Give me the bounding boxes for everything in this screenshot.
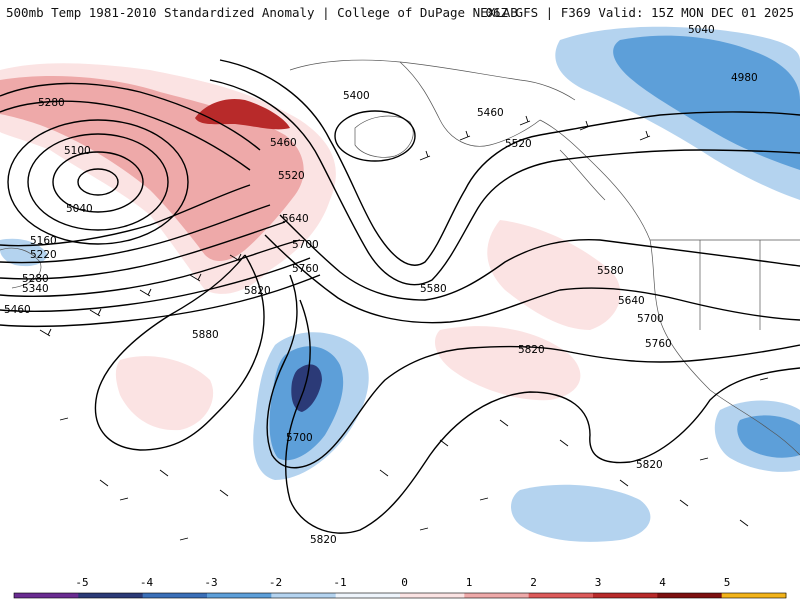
contour-label: 5460: [270, 137, 297, 149]
weather-map: 5280 5100 5040 5160 5220 5280 5340 5460 …: [0, 24, 800, 574]
contour-label: 5220: [30, 249, 57, 261]
contour-label: 5040: [66, 203, 93, 215]
wind-barbs: [39, 115, 769, 541]
coastlines: [0, 59, 800, 456]
cold-anomaly-shading: [0, 26, 800, 542]
contour-label: 5100: [64, 145, 91, 157]
legend-tick-label: 0: [401, 576, 408, 589]
legend-tick-label: -3: [204, 576, 217, 589]
contour-label: 5280: [22, 273, 49, 285]
legend-color-swatch: [207, 593, 272, 598]
contour-label: 5640: [282, 213, 309, 225]
contour-label: 5640: [618, 295, 645, 307]
contour-label: 5580: [597, 265, 624, 277]
contour-label: 5160: [30, 235, 57, 247]
contour-label: 4980: [731, 72, 758, 84]
contour-label: 5040: [688, 24, 715, 36]
height-contours: [0, 59, 800, 534]
legend-color-swatch: [400, 593, 465, 598]
contour-label: 5820: [518, 344, 545, 356]
contour-labels: 5280 5100 5040 5160 5220 5280 5340 5460 …: [4, 24, 758, 546]
anomaly-color-scale: -5 -4 -3 -2 -1 0 1 2 3 4 5: [0, 574, 800, 600]
legend-color-swatch: [78, 593, 144, 598]
contour-label: 5760: [292, 263, 319, 275]
legend-color-swatch: [721, 593, 787, 598]
contour-label: 5700: [637, 313, 664, 325]
contour-label: 5820: [310, 534, 337, 546]
legend-tick-label: 4: [659, 576, 666, 589]
legend-bar-outline: [13, 592, 787, 599]
model-run-info: 06Z GFS | F369 Valid: 15Z MON DEC 01 202…: [485, 5, 794, 20]
contour-label: 5820: [244, 285, 271, 297]
contour-label: 5340: [22, 283, 49, 295]
legend-tick-label: 2: [530, 576, 537, 589]
legend-tick-label: -1: [333, 576, 346, 589]
legend-tick-label: -2: [269, 576, 282, 589]
legend-tick-label: 5: [724, 576, 731, 589]
contour-label: 5700: [292, 239, 319, 251]
legend-color-swatch: [14, 593, 79, 598]
legend-tick-label: 3: [595, 576, 602, 589]
map-title: 500mb Temp 1981-2010 Standardized Anomal…: [6, 5, 518, 20]
legend-color-swatch: [657, 593, 723, 598]
legend-color-swatch: [335, 593, 401, 598]
legend-color-swatch: [593, 593, 658, 598]
contour-label: 5580: [420, 283, 447, 295]
legend-color-swatch: [528, 593, 594, 598]
contour-label: 5820: [636, 459, 663, 471]
contour-label: 5520: [505, 138, 532, 150]
legend-color-swatch: [142, 593, 208, 598]
contour-label: 5460: [477, 107, 504, 119]
legend-tick-label: 1: [466, 576, 473, 589]
contour-label: 5700: [286, 432, 313, 444]
contour-label: 5280: [38, 97, 65, 109]
contour-label: 5760: [645, 338, 672, 350]
contour-label: 5880: [192, 329, 219, 341]
legend-tick-label: -4: [140, 576, 154, 589]
legend-tick-label: -5: [75, 576, 88, 589]
contour-label: 5460: [4, 304, 31, 316]
legend-color-swatch: [271, 593, 337, 598]
contour-label: 5520: [278, 170, 305, 182]
map-header: 500mb Temp 1981-2010 Standardized Anomal…: [0, 0, 800, 24]
contour-label: 5400: [343, 90, 370, 102]
legend-color-swatch: [464, 593, 530, 598]
